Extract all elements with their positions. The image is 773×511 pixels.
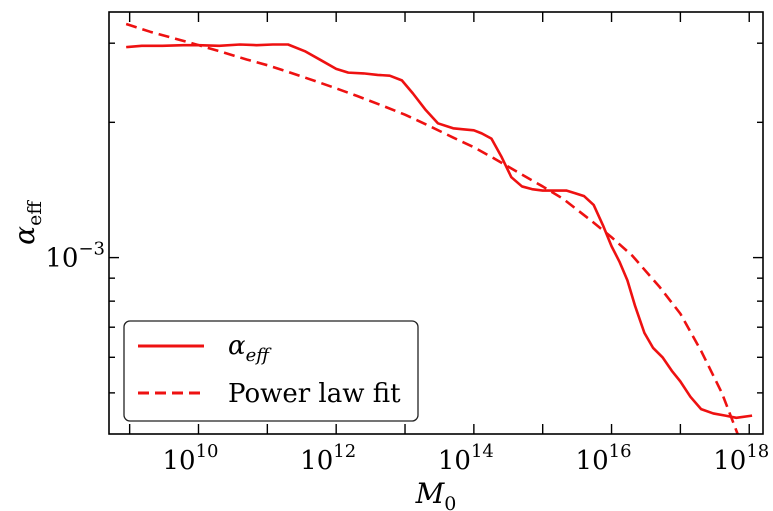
plot-area-frame <box>108 11 764 435</box>
series-line--eff <box>126 43 753 420</box>
y-tick-label: 10−3 <box>45 239 105 274</box>
legend-label-alpha-eff-base: α <box>228 331 246 361</box>
x-tick-label-base: 10 <box>713 446 746 476</box>
legend-label-alpha-eff: αeff <box>228 331 272 366</box>
axis-ticks <box>109 12 763 434</box>
x-tick-label-exponent: 12 <box>333 441 356 462</box>
x-tick-label: 1014 <box>438 441 494 476</box>
series-line-power-law-fit <box>125 22 740 434</box>
y-tick-label-base: 10 <box>45 244 78 274</box>
x-tick-label-exponent: 16 <box>609 441 632 462</box>
x-axis-label-subscript: 0 <box>444 493 456 511</box>
x-tick-label-exponent: 14 <box>471 441 494 462</box>
x-tick-label-base: 10 <box>438 446 471 476</box>
y-axis-label: αeff <box>8 200 46 245</box>
y-tick-label-exponent: −3 <box>78 239 105 260</box>
x-tick-label-exponent: 10 <box>196 441 219 462</box>
x-tick-label-base: 10 <box>300 446 333 476</box>
x-tick-label: 1016 <box>576 441 632 476</box>
x-tick-label: 1018 <box>713 441 769 476</box>
x-tick-label: 1012 <box>300 441 356 476</box>
x-axis-label-base: M <box>415 477 446 510</box>
x-tick-label: 1010 <box>162 441 218 476</box>
x-tick-label-base: 10 <box>162 446 195 476</box>
x-axis-label: M0 <box>415 477 457 511</box>
y-axis-label-base: α <box>8 226 41 245</box>
x-tick-label-base: 10 <box>576 446 609 476</box>
legend-label-power-law-fit: Power law fit <box>228 379 401 409</box>
x-tick-label-exponent: 18 <box>746 441 769 462</box>
legend-label-alpha-eff-subscript: eff <box>246 345 273 366</box>
y-axis-label-subscript: eff <box>24 200 46 226</box>
legend: αeff Power law fit <box>123 320 419 422</box>
